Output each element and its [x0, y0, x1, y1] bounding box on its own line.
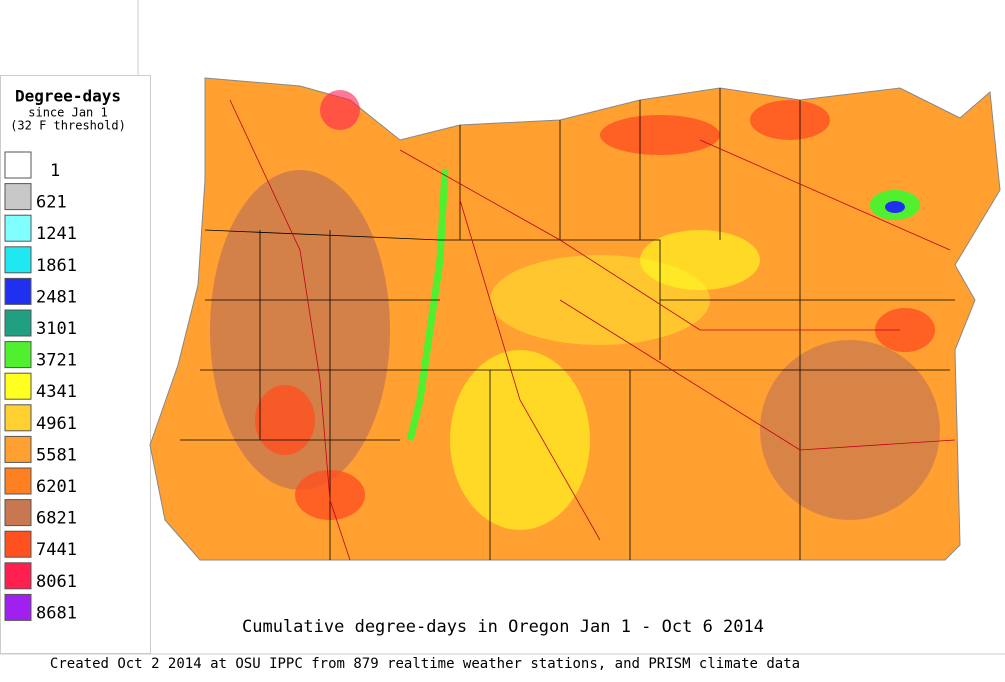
cascade-range — [406, 169, 449, 441]
hot-zone — [750, 100, 830, 140]
legend-swatch — [4, 372, 32, 400]
legend-swatch — [4, 214, 32, 242]
legend-label: 1241 — [36, 224, 77, 244]
legend-label: 6201 — [36, 477, 77, 497]
legend-swatch — [4, 562, 32, 590]
hot-zone — [255, 385, 315, 455]
legend-label: 6821 — [36, 509, 77, 529]
legend-swatch — [4, 499, 32, 527]
legend-swatch — [4, 530, 32, 558]
legend-label: 4961 — [36, 414, 77, 434]
legend-swatch — [4, 341, 32, 369]
warm-zone — [210, 170, 390, 490]
legend-label: 7441 — [36, 540, 77, 560]
legend-swatch — [4, 467, 32, 495]
mountain-zone — [885, 201, 905, 213]
legend-swatch — [4, 593, 32, 621]
hot-zone — [600, 115, 720, 155]
legend-items: 1 621 1241 1861 2481 3101 3721 4341 4961 5581 6201… — [4, 151, 77, 623]
warm-zone — [760, 340, 940, 520]
legend-label: 621 — [36, 193, 67, 213]
legend-label: 3721 — [36, 351, 77, 371]
hot-zone — [875, 308, 935, 352]
cool-zone — [640, 230, 760, 290]
legend-swatch — [4, 151, 32, 179]
cool-zone — [450, 350, 590, 530]
legend-swatch — [4, 277, 32, 305]
legend-note: (32 F threshold) — [10, 119, 126, 133]
legend-label: 5581 — [36, 445, 77, 465]
legend-swatch — [4, 404, 32, 432]
legend-swatch — [4, 309, 32, 337]
legend-label: 3101 — [36, 319, 77, 339]
legend-label: 8681 — [36, 603, 77, 623]
county-lines — [180, 88, 955, 560]
legend-label: 1 — [50, 161, 60, 181]
map-title: Cumulative degree-days in Oregon Jan 1 -… — [242, 617, 764, 637]
legend-swatch — [4, 435, 32, 463]
legend-title: Degree-days — [15, 87, 121, 106]
map — [149, 77, 1001, 561]
legend-swatch — [4, 246, 32, 274]
legend-label: 1861 — [36, 256, 77, 276]
roads — [229, 99, 956, 561]
legend-label: 2481 — [36, 287, 77, 307]
legend-label: 8061 — [36, 572, 77, 592]
legend-subtitle: since Jan 1 — [28, 106, 107, 120]
legend-swatch — [4, 183, 32, 211]
hot-zone — [320, 90, 360, 130]
footer: Created Oct 2 2014 at OSU IPPC from 879 … — [50, 656, 800, 672]
legend-label: 4341 — [36, 382, 77, 402]
